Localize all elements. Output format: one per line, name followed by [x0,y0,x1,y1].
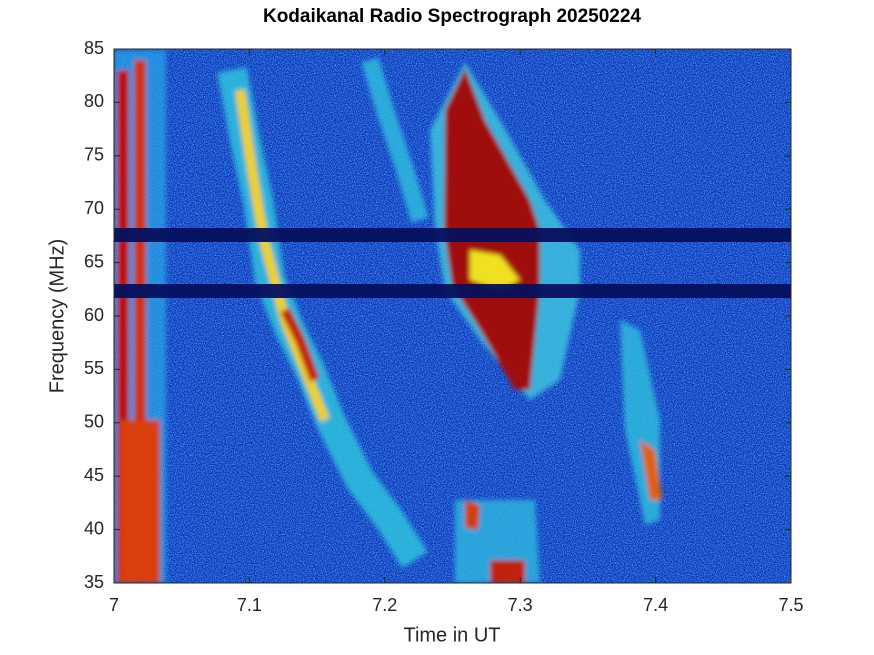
x-tick-label: 7.1 [237,595,262,615]
band [114,284,791,298]
x-tick-label: 7 [109,595,119,615]
y-tick-label: 50 [84,412,104,432]
chart-title: Kodaikanal Radio Spectrograph 20250224 [263,6,641,27]
spectrogram [114,49,791,583]
x-axis-label: Time in UT [403,624,500,646]
y-tick-label: 85 [84,38,104,58]
y-tick-label: 40 [84,518,104,538]
y-tick-label: 80 [84,91,104,111]
y-tick-label: 60 [84,305,104,325]
y-axis-label: Frequency (MHz) [46,239,68,393]
x-tick-label: 7.5 [778,595,803,615]
x-tick-label: 7.3 [508,595,533,615]
x-tick-label: 7.2 [372,595,397,615]
y-tick-label: 35 [84,572,104,592]
y-tick-label: 75 [84,145,104,165]
y-tick-label: 70 [84,198,104,218]
y-tick-label: 65 [84,251,104,271]
y-tick-label: 55 [84,358,104,378]
x-tick-label: 7.4 [643,595,668,615]
y-tick-label: 45 [84,465,104,485]
band [114,228,791,242]
